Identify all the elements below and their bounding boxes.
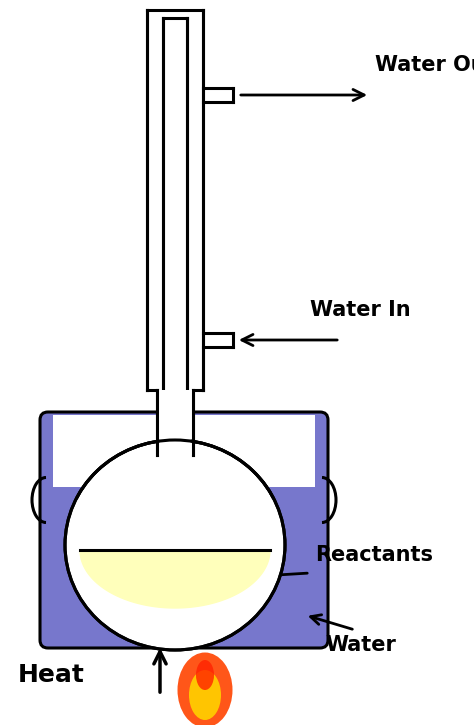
- Bar: [157, 390, 193, 455]
- Polygon shape: [80, 550, 270, 608]
- Ellipse shape: [177, 652, 233, 725]
- Ellipse shape: [65, 440, 285, 650]
- Text: Water In: Water In: [310, 300, 410, 320]
- Bar: [53, 415, 315, 487]
- Text: Water: Water: [325, 635, 396, 655]
- Ellipse shape: [189, 670, 221, 720]
- Text: Reactants: Reactants: [315, 545, 433, 565]
- Text: Water Out: Water Out: [375, 55, 474, 75]
- Text: Heat: Heat: [18, 663, 85, 687]
- Bar: [156, 390, 194, 455]
- FancyBboxPatch shape: [40, 412, 328, 648]
- Ellipse shape: [196, 660, 214, 690]
